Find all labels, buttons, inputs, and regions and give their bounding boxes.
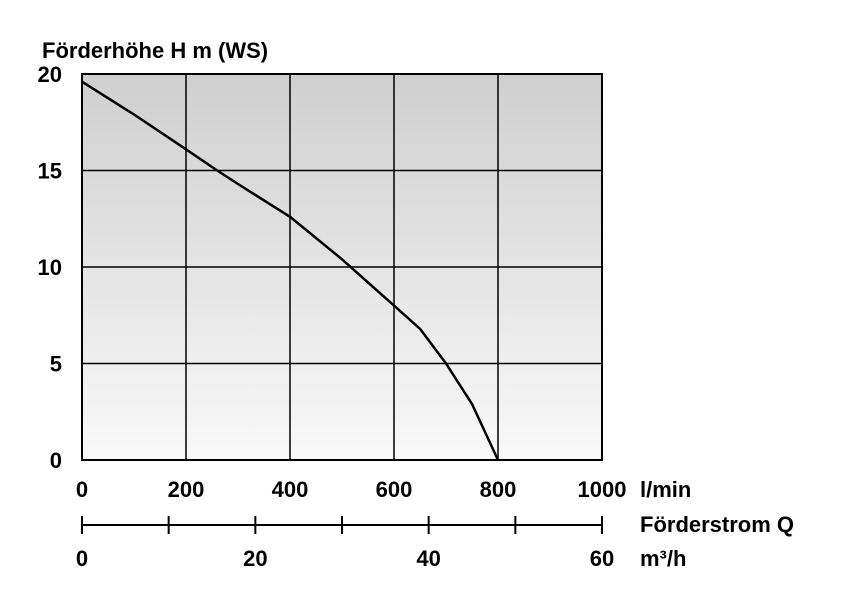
x-tick-label-lmin-0: 0 — [76, 477, 88, 502]
x-tick-label-m3h-60: 60 — [590, 546, 614, 571]
x-tick-label-lmin-200: 200 — [168, 477, 205, 502]
x-tick-labels-primary: 0 200 400 600 800 1000 — [76, 477, 627, 502]
y-tick-label-10: 10 — [38, 255, 62, 280]
x-tick-label-lmin-400: 400 — [272, 477, 309, 502]
y-tick-labels: 0 5 10 15 20 — [38, 62, 62, 473]
y-tick-label-20: 20 — [38, 62, 62, 87]
y-tick-label-15: 15 — [38, 159, 62, 184]
x-tick-label-lmin-1000: 1000 — [578, 477, 627, 502]
x-tick-label-m3h-20: 20 — [243, 546, 267, 571]
secondary-axis-ticks — [81, 516, 603, 534]
x-tick-label-lmin-800: 800 — [480, 477, 517, 502]
grid-lines — [82, 74, 602, 460]
x-axis-label: Förderstrom Q — [640, 512, 794, 537]
x-unit-primary: l/min — [640, 477, 691, 502]
x-tick-label-lmin-600: 600 — [376, 477, 413, 502]
x-tick-labels-secondary: 0 20 40 60 — [76, 546, 614, 571]
pump-curve-line — [81, 80, 500, 461]
y-tick-label-5: 5 — [50, 352, 62, 377]
y-tick-label-0: 0 — [50, 448, 62, 473]
y-axis-label: Förderhöhe H m (WS) — [42, 38, 268, 63]
x-unit-secondary: m³/h — [640, 546, 686, 571]
x-tick-label-m3h-40: 40 — [416, 546, 440, 571]
x-tick-label-m3h-0: 0 — [76, 546, 88, 571]
